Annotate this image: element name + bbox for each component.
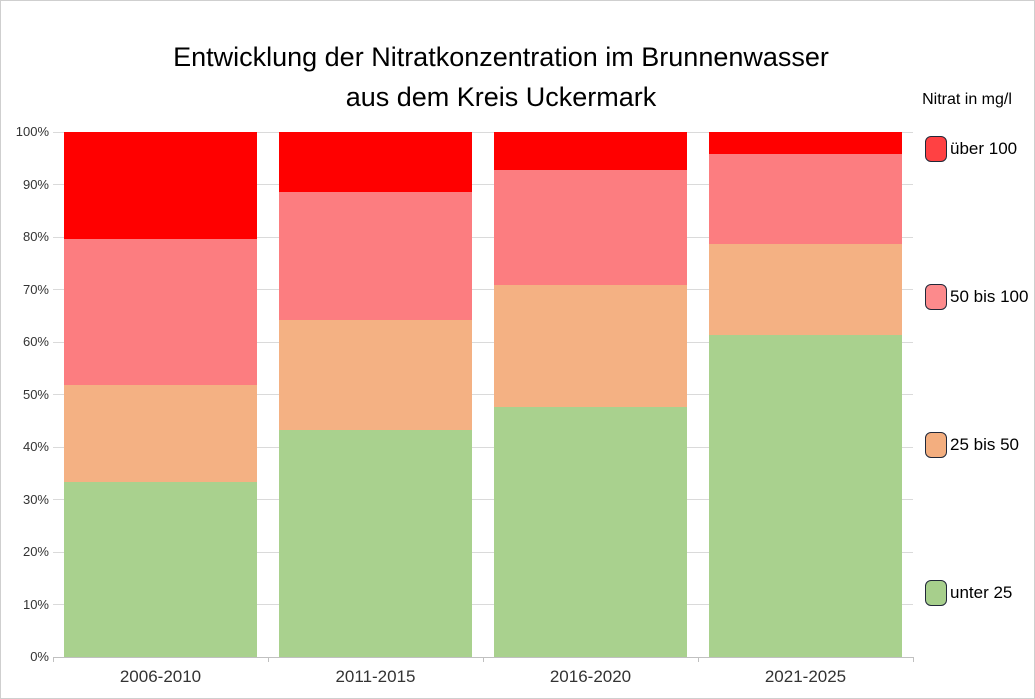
gridline-30% xyxy=(53,499,913,500)
bar-segment-25 bis 50-2006-2010 xyxy=(64,385,257,483)
y-axis-tick-label: 50% xyxy=(22,386,49,402)
bar-segment-50 bis 100-2011-2015 xyxy=(279,192,472,321)
legend-swatch-icon xyxy=(925,580,947,606)
gridline-20% xyxy=(53,551,913,553)
gridline-90% xyxy=(53,184,913,185)
bar-segment-unter 25-2011-2015 xyxy=(279,430,472,657)
y-axis-tick-label: 60% xyxy=(22,334,49,349)
bar-segment-über 100-2011-2015 xyxy=(279,132,472,193)
legend-item-label: unter 25 xyxy=(950,583,1013,602)
bar-segment-50 bis 100-2016-2020 xyxy=(494,169,687,285)
x-axis-tick xyxy=(483,657,484,662)
y-axis-tick-label: 80% xyxy=(22,229,49,244)
bar-segment-50 bis 100-2021-2025 xyxy=(709,153,902,244)
legend-item-label: über 100 xyxy=(950,139,1018,158)
gridline-80% xyxy=(53,236,913,238)
bar-segment-25 bis 50-2021-2025 xyxy=(709,243,902,336)
x-axis-category-label: 2016-2020 xyxy=(549,667,632,686)
legend-item-label: 50 bis 100 xyxy=(950,287,1029,306)
bar-segment-unter 25-2016-2020 xyxy=(494,407,687,657)
bar-segment-unter 25-2021-2025 xyxy=(709,335,902,657)
y-axis-tick-label: 100% xyxy=(15,124,49,139)
x-axis-category-label: 2021-2025 xyxy=(764,667,847,686)
bar-segment-über 100-2006-2010 xyxy=(64,132,257,240)
bar-segment-25 bis 50-2016-2020 xyxy=(494,284,687,408)
y-axis-tick-label: 20% xyxy=(22,544,49,559)
y-axis-tick-label: 10% xyxy=(22,596,49,612)
gridline-60% xyxy=(53,341,913,343)
y-axis-tick-label: 90% xyxy=(22,176,49,192)
legend-item-label: 25 bis 50 xyxy=(950,435,1019,454)
chart-title: Entwicklung der Nitratkonzentration im B… xyxy=(1,37,1001,117)
x-axis-category-label: 2011-2015 xyxy=(335,667,416,686)
x-axis-tick xyxy=(698,657,699,662)
bar-segment-50 bis 100-2006-2010 xyxy=(64,239,257,386)
chart-title-line1: Entwicklung der Nitratkonzentration im B… xyxy=(173,42,829,72)
y-axis-tick-label: 40% xyxy=(22,439,49,454)
y-axis-tick-label: 30% xyxy=(22,491,49,507)
bar-segment-über 100-2016-2020 xyxy=(494,132,687,170)
bar-segment-25 bis 50-2011-2015 xyxy=(279,320,472,431)
chart-title-line2: aus dem Kreis Uckermark xyxy=(345,82,657,112)
y-axis-tick-label: 0% xyxy=(30,649,49,664)
y-axis-tick-label: 70% xyxy=(22,281,49,297)
legend-swatch-icon xyxy=(925,136,947,162)
gridline-100% xyxy=(53,131,913,133)
x-axis-category-label: 2006-2010 xyxy=(119,667,202,686)
bar-segment-über 100-2021-2025 xyxy=(709,132,902,154)
gridline-10% xyxy=(53,604,913,605)
x-axis-tick xyxy=(53,657,54,662)
gridline-70% xyxy=(53,289,913,290)
legend-title: Nitrat in mg/l xyxy=(922,91,1012,108)
legend-swatch-icon xyxy=(925,284,947,310)
gridline-50% xyxy=(53,394,913,395)
x-axis-tick xyxy=(268,657,269,662)
bar-segment-unter 25-2006-2010 xyxy=(64,482,257,657)
gridline-40% xyxy=(53,446,913,448)
x-axis-tick xyxy=(913,657,914,662)
legend-swatch-icon xyxy=(925,432,947,458)
